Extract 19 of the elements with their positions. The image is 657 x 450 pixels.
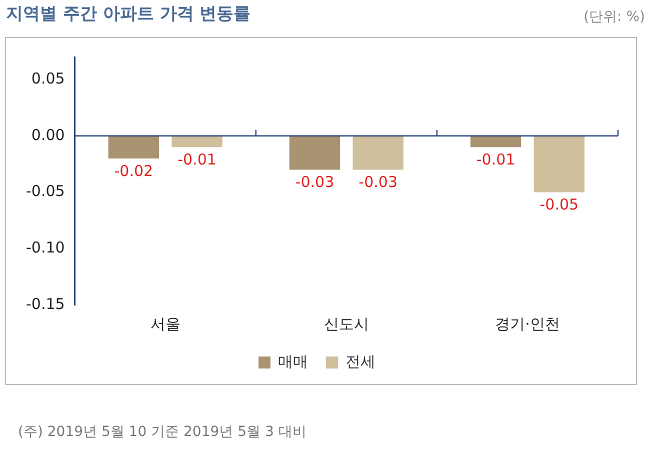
chart-title: 지역별 주간 아파트 가격 변동률 [6,3,251,25]
legend-label: 전세 [346,352,376,370]
y-tick-label: 0.05 [31,69,65,88]
x-tick-label: 신도시 [324,314,369,333]
data-label: -0.02 [114,162,154,180]
y-tick-label: -0.15 [26,294,65,313]
legend-label: 매매 [278,352,308,370]
text: (단위: %) [584,8,645,26]
data-label: -0.03 [358,173,398,192]
text: (주) 2019년 5월 10 기준 2019년 5월 3 대비 [18,423,306,441]
y-tick-label: -0.10 [26,238,65,257]
y-tick-label: -0.05 [26,182,65,200]
data-label: -0.05 [540,196,579,214]
data-label: -0.01 [178,150,216,169]
x-tick-label: 서울 [150,314,180,333]
data-label: -0.01 [476,150,516,169]
x-tick-label: 경기·인천 [495,314,560,333]
data-label: -0.03 [295,173,334,192]
y-tick-label: 0.00 [31,126,65,144]
